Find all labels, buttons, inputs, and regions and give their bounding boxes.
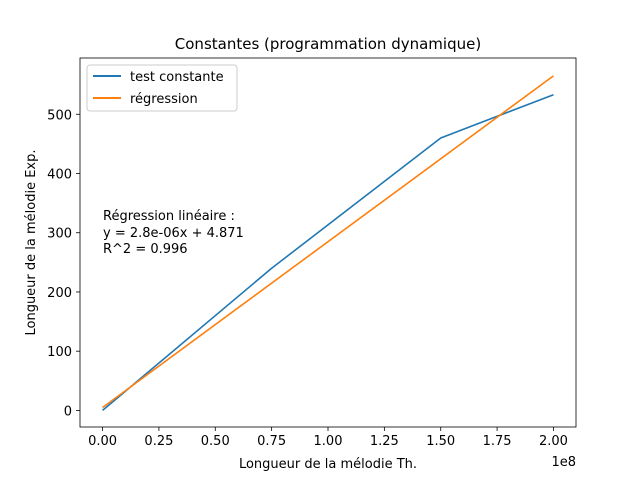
x-tick-label: 1.00 — [314, 434, 343, 449]
y-axis-label: Longueur de la mélodie Exp. — [24, 149, 39, 335]
legend-box — [86, 64, 238, 112]
x-tick-label: 0.75 — [257, 434, 286, 449]
x-axis: 0.00 0.25 0.50 0.75 1.00 1.25 1.50 1.75 2.00 — [88, 427, 568, 449]
series-line-regression — [102, 75, 554, 409]
legend-label-test-constante: test constante — [130, 70, 224, 85]
x-tick-label: 1.75 — [483, 434, 512, 449]
y-tick-label: 100 — [47, 345, 72, 360]
y-tick-label: 400 — [47, 167, 72, 182]
x-axis-offset-label: 1e8 — [551, 455, 576, 470]
annotation-line-2: y = 2.8e-06x + 4.871 — [103, 226, 244, 241]
x-tick-label: 0.00 — [88, 434, 117, 449]
x-axis-label: Longueur de la mélodie Th. — [239, 457, 417, 472]
x-tick-label: 1.25 — [370, 434, 399, 449]
y-tick-label: 0 — [64, 404, 72, 419]
y-axis: 0 100 200 300 400 500 — [47, 108, 80, 419]
annotation-line-3: R^2 = 0.996 — [103, 242, 188, 257]
y-tick-label: 200 — [47, 286, 72, 301]
x-tick-label: 0.25 — [144, 434, 173, 449]
annotation-line-1: Régression linéaire : — [103, 209, 235, 224]
chart-title: Constantes (programmation dynamique) — [175, 35, 481, 53]
plot-area — [102, 75, 554, 412]
regression-annotation: Régression linéaire : y = 2.8e-06x + 4.8… — [103, 209, 244, 257]
legend-label-regression: régression — [130, 92, 198, 107]
legend: test constante régression — [86, 64, 238, 112]
x-tick-label: 1.50 — [426, 434, 455, 449]
y-tick-label: 300 — [47, 227, 72, 242]
x-tick-label: 0.50 — [201, 434, 230, 449]
x-tick-label: 2.00 — [539, 434, 568, 449]
y-tick-label: 500 — [47, 108, 72, 123]
